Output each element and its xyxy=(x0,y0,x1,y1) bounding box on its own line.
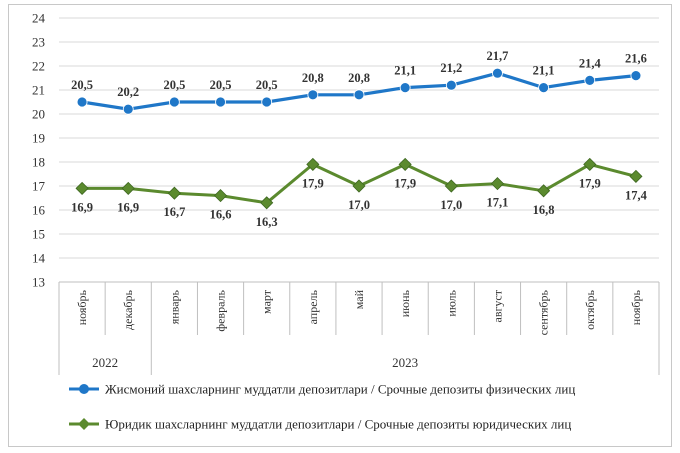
y-tick-label: 17 xyxy=(32,179,46,194)
data-point xyxy=(492,67,503,79)
y-tick-label: 22 xyxy=(32,59,45,74)
x-tick-label: ноябрь xyxy=(629,289,643,325)
data-point xyxy=(399,82,411,93)
data-label: 20,5 xyxy=(210,78,232,92)
x-tick-label: июнь xyxy=(398,289,412,317)
data-point xyxy=(630,70,642,81)
data-point xyxy=(584,75,596,86)
year-label: 2022 xyxy=(92,355,118,370)
data-label: 17,1 xyxy=(487,196,509,210)
data-label: 17,9 xyxy=(394,176,416,190)
data-label: 21,1 xyxy=(394,64,416,78)
chart-frame: 13 14 15 16 17 18 19 20 21 22 23 24 ноябрь декабрь ян… xyxy=(8,4,672,447)
legend: Жисмоний шахсларнинг муддатли депозитлар… xyxy=(69,382,575,432)
data-label: 17,0 xyxy=(440,198,462,212)
data-point xyxy=(307,89,319,101)
data-label: 16,9 xyxy=(117,200,139,214)
x-tick-label: декабрь xyxy=(121,289,135,330)
data-point xyxy=(121,181,135,195)
data-point xyxy=(629,169,643,183)
x-tick-label: май xyxy=(352,289,366,309)
x-tick-label: сентябрь xyxy=(537,289,551,335)
x-axis: ноябрь декабрь январь февраль март апрель май и… xyxy=(75,289,643,370)
data-label: 20,5 xyxy=(163,78,185,92)
y-tick-label: 24 xyxy=(32,11,46,26)
data-point xyxy=(76,96,88,108)
data-label: 20,5 xyxy=(256,78,278,92)
data-label: 16,3 xyxy=(256,215,278,229)
x-tick-label: апрель xyxy=(306,289,320,324)
x-tick-label: январь xyxy=(167,289,181,324)
y-tick-label: 13 xyxy=(32,275,45,290)
x-tick-label: июль xyxy=(444,289,458,316)
data-point xyxy=(260,196,274,210)
y-tick-label: 16 xyxy=(32,203,46,218)
data-point xyxy=(75,181,89,195)
data-point xyxy=(168,96,180,108)
data-label: 21,4 xyxy=(579,56,602,70)
data-point xyxy=(445,79,457,91)
x-tick-label: октябрь xyxy=(583,289,597,329)
y-tick-label: 20 xyxy=(32,107,45,122)
legend-entry: Юридик шахсларнинг муддатли депозитлари … xyxy=(105,417,571,432)
data-point xyxy=(352,179,366,193)
data-point xyxy=(213,189,228,203)
x-tick-label: март xyxy=(260,289,274,314)
data-label: 17,9 xyxy=(579,176,601,190)
data-label: 21,1 xyxy=(533,64,555,78)
x-tick-label: февраль xyxy=(214,289,228,331)
x-tick-label: август xyxy=(490,289,504,322)
data-point xyxy=(444,179,458,193)
data-point xyxy=(353,89,365,101)
legend-marker xyxy=(79,384,89,394)
data-point xyxy=(490,177,505,191)
year-label: 2023 xyxy=(392,355,418,370)
data-label: 16,6 xyxy=(210,208,232,222)
data-point xyxy=(538,82,550,93)
data-label: 20,2 xyxy=(117,85,139,99)
data-label: 16,9 xyxy=(71,200,93,214)
data-label: 20,8 xyxy=(302,71,324,85)
legend-entry: Жисмоний шахсларнинг муддатли депозитлар… xyxy=(105,382,575,397)
y-tick-label: 23 xyxy=(32,35,45,50)
series-layer: 20,5 20,2 20,5 20,5 20,5 20,8 20,8 21,1 21,2 21,7… xyxy=(71,49,647,229)
data-label: 20,5 xyxy=(71,78,93,92)
data-label: 17,0 xyxy=(348,198,370,212)
x-tick-label: ноябрь xyxy=(75,289,89,325)
data-point xyxy=(261,96,273,108)
data-point xyxy=(167,186,181,200)
y-tick-label: 19 xyxy=(32,131,45,146)
data-point xyxy=(122,103,134,115)
data-label: 20,8 xyxy=(348,71,370,85)
data-label: 16,8 xyxy=(533,203,555,217)
data-label: 16,7 xyxy=(163,205,185,219)
data-label: 17,9 xyxy=(302,176,324,190)
y-axis: 13 14 15 16 17 18 19 20 21 22 23 24 xyxy=(32,11,46,290)
y-tick-label: 18 xyxy=(32,155,45,170)
data-label: 21,7 xyxy=(487,49,509,63)
data-label: 21,6 xyxy=(625,52,647,66)
data-point xyxy=(583,157,597,171)
data-point xyxy=(306,157,320,171)
data-label: 17,4 xyxy=(625,188,648,202)
y-tick-label: 14 xyxy=(32,251,46,266)
y-tick-label: 21 xyxy=(32,83,45,98)
data-label: 21,2 xyxy=(440,61,462,75)
y-tick-label: 15 xyxy=(32,227,45,242)
data-point xyxy=(537,184,551,198)
line-chart: 13 14 15 16 17 18 19 20 21 22 23 24 ноябрь декабрь ян… xyxy=(32,11,660,432)
data-point xyxy=(215,96,226,108)
data-point xyxy=(398,157,412,171)
legend-marker xyxy=(78,418,90,430)
